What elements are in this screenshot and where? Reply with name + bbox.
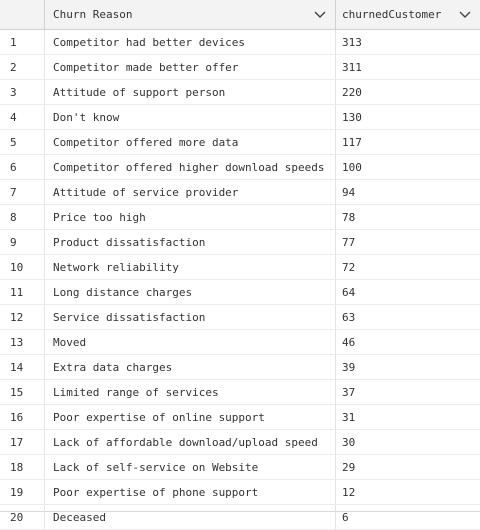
churn-reason-cell[interactable]: Competitor offered more data — [45, 130, 336, 154]
churned-customer-cell[interactable]: 313 — [342, 35, 362, 49]
table-row[interactable]: 4 Don't know 130 — [0, 105, 480, 130]
chevron-down-icon[interactable] — [313, 8, 327, 22]
table-row[interactable]: 15 Limited range of services 37 — [0, 380, 480, 405]
churned-customer-cell[interactable]: 94 — [342, 185, 356, 199]
table-row[interactable]: 9 Product dissatisfaction 77 — [0, 230, 480, 255]
table-row[interactable]: 6 Competitor offered higher download spe… — [0, 155, 480, 180]
churn-reason-cell[interactable]: Competitor offered higher download speed… — [45, 155, 336, 179]
churn-reason-cell[interactable]: Product dissatisfaction — [45, 230, 336, 254]
churned-customer-cell[interactable]: 37 — [342, 385, 356, 399]
churned-customer-cell[interactable]: 30 — [342, 435, 356, 449]
churn-reason-cell[interactable]: Extra data charges — [45, 355, 336, 379]
column-header-churned-customer[interactable]: churnedCustomer — [336, 0, 480, 29]
churn-reason-cell[interactable]: Poor expertise of online support — [45, 405, 336, 429]
churn-reason-cell[interactable]: Service dissatisfaction — [45, 305, 336, 329]
row-number: 16 — [0, 405, 45, 429]
churn-reason-cell[interactable]: Lack of affordable download/upload speed — [45, 430, 336, 454]
row-number: 12 — [0, 305, 45, 329]
table-row[interactable]: 20 Deceased 6 — [0, 505, 480, 530]
churned-customer-cell[interactable]: 46 — [342, 335, 356, 349]
churned-customer-cell[interactable]: 12 — [342, 485, 356, 499]
row-number: 1 — [0, 30, 45, 54]
churn-reason-cell[interactable]: Moved — [45, 330, 336, 354]
churned-customer-cell[interactable]: 29 — [342, 460, 356, 474]
table-row[interactable]: 1 Competitor had better devices 313 — [0, 30, 480, 55]
table-row[interactable]: 10 Network reliability 72 — [0, 255, 480, 280]
column-header-churn-reason[interactable]: Churn Reason — [45, 0, 336, 29]
churn-reason-cell[interactable]: Competitor had better devices — [45, 30, 336, 54]
row-number: 20 — [0, 505, 45, 529]
churned-customer-cell[interactable]: 78 — [342, 210, 356, 224]
churn-reason-cell[interactable]: Deceased — [45, 505, 336, 529]
row-number: 14 — [0, 355, 45, 379]
row-number-header — [0, 0, 45, 29]
churned-customer-cell[interactable]: 220 — [342, 85, 362, 99]
row-number: 10 — [0, 255, 45, 279]
table-row[interactable]: 19 Poor expertise of phone support 12 — [0, 480, 480, 505]
table-row[interactable]: 5 Competitor offered more data 117 — [0, 130, 480, 155]
table-row[interactable]: 2 Competitor made better offer 311 — [0, 55, 480, 80]
table-row[interactable]: 18 Lack of self-service on Website 29 — [0, 455, 480, 480]
table-row[interactable]: 14 Extra data charges 39 — [0, 355, 480, 380]
row-number: 17 — [0, 430, 45, 454]
churned-customer-cell[interactable]: 31 — [342, 410, 356, 424]
table-row[interactable]: 3 Attitude of support person 220 — [0, 80, 480, 105]
churn-reason-cell[interactable]: Long distance charges — [45, 280, 336, 304]
churned-customer-cell[interactable]: 311 — [342, 60, 362, 74]
churn-reason-cell[interactable]: Price too high — [45, 205, 336, 229]
row-number: 4 — [0, 105, 45, 129]
table-row[interactable]: 7 Attitude of service provider 94 — [0, 180, 480, 205]
column-header-label: churnedCustomer — [342, 8, 442, 21]
churned-customer-cell[interactable]: 130 — [342, 110, 362, 124]
churned-customer-cell[interactable]: 77 — [342, 235, 356, 249]
row-number: 13 — [0, 330, 45, 354]
row-number: 2 — [0, 55, 45, 79]
churn-reason-cell[interactable]: Competitor made better offer — [45, 55, 336, 79]
table-row[interactable]: 17 Lack of affordable download/upload sp… — [0, 430, 480, 455]
row-number: 3 — [0, 80, 45, 104]
churn-reason-cell[interactable]: Limited range of services — [45, 380, 336, 404]
table-row[interactable]: 11 Long distance charges 64 — [0, 280, 480, 305]
churn-reason-cell[interactable]: Attitude of service provider — [45, 180, 336, 204]
column-header-label: Churn Reason — [53, 8, 133, 21]
row-number: 8 — [0, 205, 45, 229]
churn-reason-cell[interactable]: Poor expertise of phone support — [45, 480, 336, 504]
churned-customer-cell[interactable]: 39 — [342, 360, 356, 374]
table-row[interactable]: 12 Service dissatisfaction 63 — [0, 305, 480, 330]
table-row[interactable]: 13 Moved 46 — [0, 330, 480, 355]
churned-customer-cell[interactable]: 117 — [342, 135, 362, 149]
row-number: 7 — [0, 180, 45, 204]
table-row[interactable]: 16 Poor expertise of online support 31 — [0, 405, 480, 430]
churn-reason-cell[interactable]: Attitude of support person — [45, 80, 336, 104]
row-number: 9 — [0, 230, 45, 254]
row-number: 18 — [0, 455, 45, 479]
chevron-down-icon[interactable] — [458, 8, 472, 22]
churned-customer-cell[interactable]: 64 — [342, 285, 356, 299]
row-number: 15 — [0, 380, 45, 404]
row-number: 6 — [0, 155, 45, 179]
table-row[interactable]: 8 Price too high 78 — [0, 205, 480, 230]
churn-reason-cell[interactable]: Lack of self-service on Website — [45, 455, 336, 479]
churn-reason-cell[interactable]: Network reliability — [45, 255, 336, 279]
churned-customer-cell[interactable]: 100 — [342, 160, 362, 174]
churn-reason-cell[interactable]: Don't know — [45, 105, 336, 129]
row-number: 11 — [0, 280, 45, 304]
churned-customer-cell[interactable]: 63 — [342, 310, 356, 324]
churned-customer-cell[interactable]: 6 — [342, 510, 349, 524]
row-number: 19 — [0, 480, 45, 504]
row-number: 5 — [0, 130, 45, 154]
churned-customer-cell[interactable]: 72 — [342, 260, 356, 274]
header-row: Churn Reason churnedCustomer — [0, 0, 480, 30]
